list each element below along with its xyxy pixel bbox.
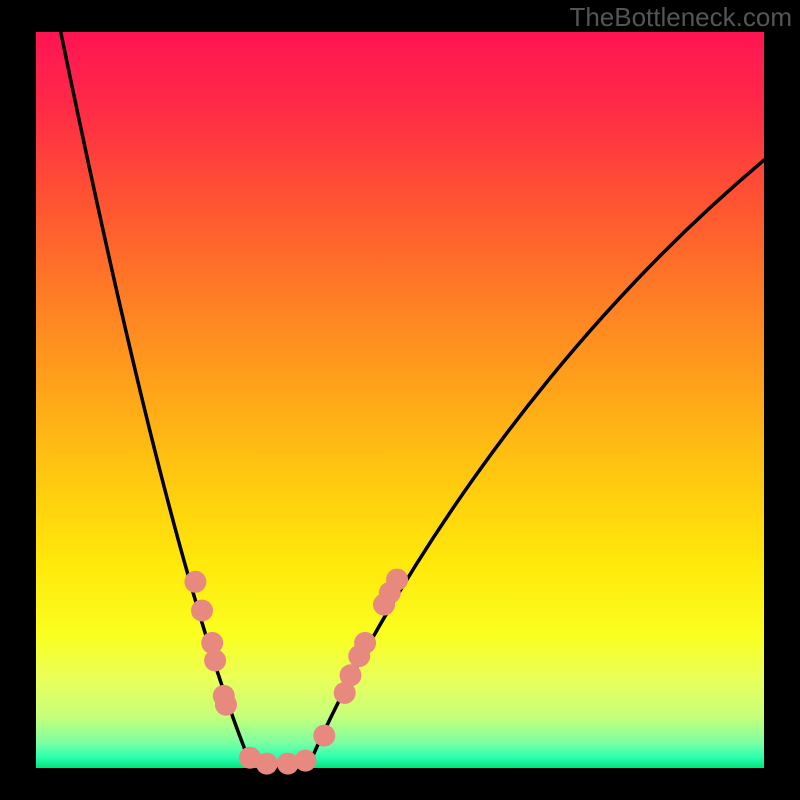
- chart-root: TheBottleneck.com: [0, 0, 800, 800]
- plot-gradient: [36, 32, 764, 768]
- marker-dot: [340, 664, 362, 686]
- marker-dot: [294, 750, 316, 772]
- marker-dot: [256, 753, 278, 775]
- marker-dot: [386, 569, 408, 591]
- marker-dot: [184, 571, 206, 593]
- marker-dot: [313, 725, 335, 747]
- marker-dot: [191, 600, 213, 622]
- marker-dot: [354, 632, 376, 654]
- chart-svg: [0, 0, 800, 800]
- marker-dot: [215, 694, 237, 716]
- marker-dot: [204, 650, 226, 672]
